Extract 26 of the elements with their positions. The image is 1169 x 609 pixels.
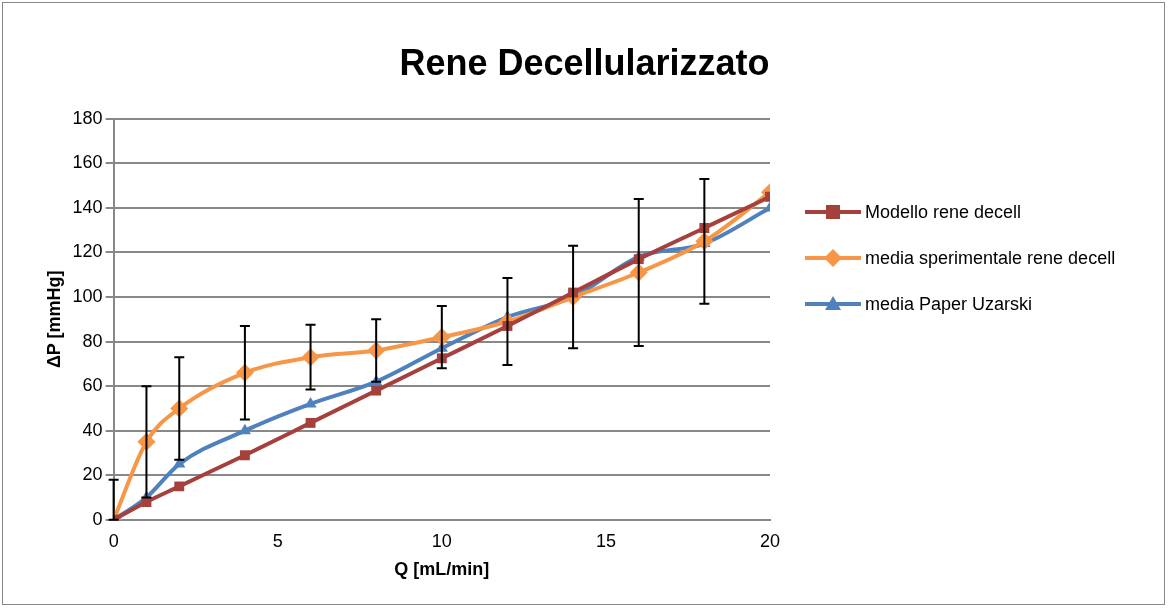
legend-label: media sperimentale rene decell xyxy=(865,247,1116,270)
y-tick-label: 80 xyxy=(82,330,103,351)
x-tick-label: 5 xyxy=(272,530,283,551)
y-tick-label: 0 xyxy=(92,508,103,529)
y-tick-label: 40 xyxy=(82,419,103,440)
x-tick-label: 15 xyxy=(595,530,616,551)
x-tick-label: 10 xyxy=(431,530,452,551)
x-axis-title: Q [mL/min] xyxy=(394,559,490,580)
y-axis-title: ΔP [mmHg] xyxy=(43,270,64,369)
chart-title: Rene Decellularizzato xyxy=(398,42,771,84)
y-tick-label: 100 xyxy=(72,285,103,306)
point xyxy=(304,396,317,408)
y-tick-label: 140 xyxy=(72,196,103,217)
x-tick-label: 0 xyxy=(108,530,119,551)
y-tick-label: 180 xyxy=(72,107,103,128)
legend-label: media Paper Uzarski xyxy=(865,293,1033,316)
x-tick-label: 20 xyxy=(759,530,781,551)
y-tick-label: 20 xyxy=(82,464,103,485)
y-tick-label: 160 xyxy=(72,152,103,173)
y-tick-label: 60 xyxy=(82,375,103,396)
y-tick-label: 120 xyxy=(72,241,103,262)
point xyxy=(174,481,185,492)
legend-label: Modello rene decell xyxy=(865,201,1022,224)
point xyxy=(305,417,316,428)
point xyxy=(371,385,382,396)
point xyxy=(239,450,250,461)
